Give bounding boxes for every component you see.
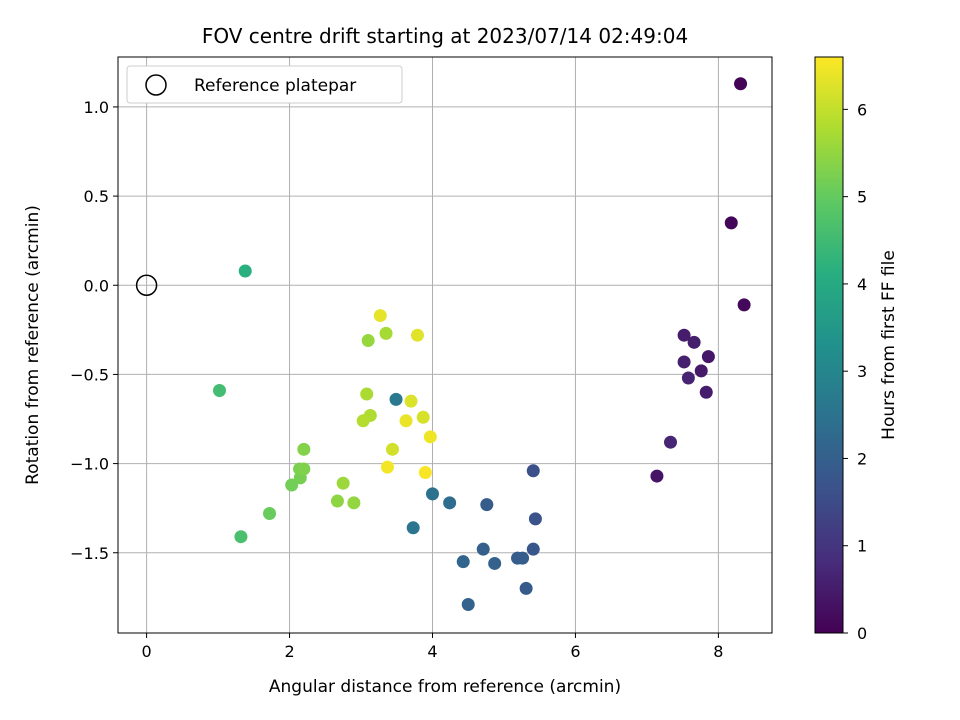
data-point — [687, 335, 701, 349]
data-point — [406, 521, 420, 535]
data-point — [410, 328, 424, 342]
legend-label: Reference platepar — [194, 76, 356, 96]
plot-background — [118, 57, 772, 633]
data-point — [234, 530, 248, 544]
data-point — [516, 551, 530, 565]
data-point — [701, 350, 715, 364]
x-tick-label: 4 — [427, 642, 437, 661]
data-point — [724, 216, 738, 230]
data-point — [285, 478, 299, 492]
colorbar-gradient — [814, 56, 844, 634]
data-point — [380, 460, 394, 474]
colorbar-tick-label: 1 — [857, 537, 867, 556]
data-point — [664, 435, 678, 449]
colorbar-tick-label: 6 — [857, 100, 867, 119]
x-tick-label: 0 — [141, 642, 151, 661]
data-point — [480, 498, 494, 512]
legend-box — [126, 65, 403, 104]
data-point — [347, 496, 361, 510]
chart-title: FOV centre drift starting at 2023/07/14 … — [202, 24, 688, 48]
plot-area: 0 2 4 6 8 1.0 0.5 0.0 −0.5 −1.0 −1.5 — [70, 56, 773, 661]
data-point — [416, 410, 430, 424]
colorbar-ticks: 0 1 2 3 4 5 6 — [843, 100, 867, 643]
colorbar-tick-label: 5 — [857, 188, 867, 207]
data-point — [212, 383, 226, 397]
data-point — [734, 77, 748, 91]
data-point — [385, 442, 399, 456]
legend-marker-icon — [145, 74, 167, 96]
x-axis-ticks: 0 2 4 6 8 — [141, 633, 723, 661]
colorbar-label: Hours from first FF file — [879, 250, 899, 440]
data-point — [677, 355, 691, 369]
colorbar: 0 1 2 3 4 5 6 Hours from first FF file — [814, 56, 899, 643]
data-point — [519, 581, 533, 595]
colorbar-tick-label: 0 — [857, 624, 867, 643]
x-tick-label: 6 — [570, 642, 580, 661]
y-axis-ticks: 1.0 0.5 0.0 −0.5 −1.0 −1.5 — [70, 98, 118, 563]
data-point — [330, 494, 344, 508]
scatter-points — [212, 77, 751, 611]
data-point — [360, 387, 374, 401]
data-point — [361, 334, 375, 348]
colorbar-tick-label: 2 — [857, 449, 867, 468]
y-tick-label: 0.0 — [84, 276, 109, 295]
data-point — [263, 507, 277, 521]
data-point — [681, 371, 695, 385]
legend: Reference platepar — [126, 65, 403, 104]
grid — [118, 57, 772, 633]
data-point — [297, 442, 311, 456]
data-point — [694, 364, 708, 378]
data-point — [389, 392, 403, 406]
data-point — [404, 394, 418, 408]
data-point — [443, 496, 457, 510]
y-tick-label: −0.5 — [70, 365, 109, 384]
colorbar-tick-label: 3 — [857, 362, 867, 381]
x-axis-label: Angular distance from reference (arcmin) — [269, 677, 621, 697]
data-point — [488, 556, 502, 570]
data-point — [528, 512, 542, 526]
y-tick-label: −1.5 — [70, 544, 109, 563]
data-point — [526, 542, 540, 556]
x-tick-label: 2 — [284, 642, 294, 661]
data-point — [677, 328, 691, 342]
y-tick-label: 1.0 — [84, 98, 109, 117]
data-point — [461, 597, 475, 611]
data-point — [699, 385, 713, 399]
data-point — [423, 430, 437, 444]
data-point — [356, 414, 370, 428]
data-point — [476, 542, 490, 556]
data-point — [737, 298, 751, 312]
data-point — [650, 469, 664, 483]
reference-platepar-marker — [135, 274, 158, 297]
plot-frame — [117, 56, 773, 634]
y-axis-label: Rotation from reference (arcmin) — [23, 205, 43, 485]
data-point — [526, 464, 540, 478]
data-point — [238, 264, 252, 278]
data-point — [336, 476, 350, 490]
data-point — [418, 466, 432, 480]
data-point — [373, 309, 387, 323]
data-point — [456, 555, 470, 569]
x-tick-label: 8 — [713, 642, 723, 661]
y-tick-label: 0.5 — [84, 187, 109, 206]
data-point — [297, 462, 311, 476]
colorbar-tick-label: 4 — [857, 275, 867, 294]
data-point — [399, 414, 413, 428]
data-point — [379, 326, 393, 340]
y-tick-label: −1.0 — [70, 455, 109, 474]
data-point — [425, 487, 439, 501]
